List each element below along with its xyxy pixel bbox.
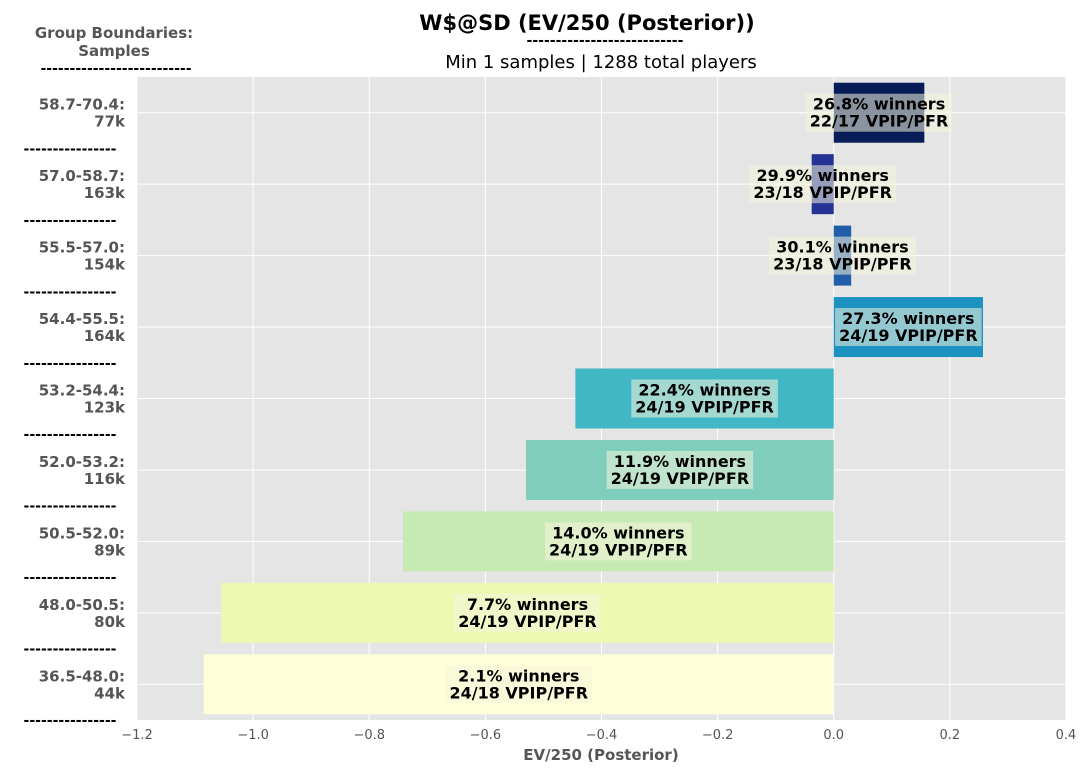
annotation-box xyxy=(835,308,982,347)
bar-vpip-label: 24/19 VPIP/PFR xyxy=(635,398,774,417)
category-range-label: 53.2-54.4: xyxy=(39,382,125,400)
x-tick-label: −0.2 xyxy=(702,728,734,743)
x-tick-label: 0.0 xyxy=(823,728,844,743)
x-tick-label: −1.2 xyxy=(121,728,153,743)
bar-vpip-label: 24/19 VPIP/PFR xyxy=(611,469,750,488)
bar-vpip-label: 24/19 VPIP/PFR xyxy=(549,540,688,559)
annotation-box xyxy=(454,593,601,632)
x-tick-label: −0.8 xyxy=(353,728,385,743)
title-underline: --------------------------- xyxy=(527,33,684,49)
x-tick-label: 0.2 xyxy=(940,728,961,743)
category-separator: ---------------- xyxy=(24,642,117,658)
ylabel-line-1: Group Boundaries: xyxy=(35,24,193,42)
category-range-label: 58.7-70.4: xyxy=(39,96,125,114)
x-tick-label: −0.4 xyxy=(586,728,618,743)
category-range-label: 36.5-48.0: xyxy=(39,667,125,685)
bar-winners-label: 26.8% winners xyxy=(813,95,945,114)
x-tick-label: 0.4 xyxy=(1056,728,1077,743)
bar-winners-label: 14.0% winners xyxy=(552,523,684,542)
category-range-label: 48.0-50.5: xyxy=(39,596,125,614)
bar-winners-label: 29.9% winners xyxy=(757,166,889,185)
bar-winners-label: 30.1% winners xyxy=(776,238,908,257)
x-tick-label: −0.6 xyxy=(470,728,502,743)
annotation-box xyxy=(769,236,916,275)
bar-vpip-label: 22/17 VPIP/PFR xyxy=(810,112,949,131)
ylabel-line-2: Samples xyxy=(78,42,150,60)
bar-winners-label: 22.4% winners xyxy=(638,381,770,400)
category-samples-label: 163k xyxy=(84,184,126,202)
category-separator: ---------------- xyxy=(24,499,117,515)
category-separator: ---------------- xyxy=(24,284,117,300)
category-range-label: 52.0-53.2: xyxy=(39,453,125,471)
category-separator: ---------------- xyxy=(24,213,117,229)
category-samples-label: 80k xyxy=(94,613,126,631)
category-range-label: 54.4-55.5: xyxy=(39,310,125,328)
bar-vpip-label: 23/18 VPIP/PFR xyxy=(753,183,892,202)
category-range-label: 55.5-57.0: xyxy=(39,239,125,257)
bar-winners-label: 27.3% winners xyxy=(842,309,974,328)
x-tick-label: −1.0 xyxy=(237,728,269,743)
category-separator: ---------------- xyxy=(24,427,117,443)
x-axis: −1.2 −1.0 −0.8 −0.6 −0.4 −0.2 0.0 0.2 0.4 xyxy=(121,728,1076,743)
ylabel-underline: -------------------------- xyxy=(40,61,191,77)
category-range-label: 50.5-52.0: xyxy=(39,524,125,542)
annotation-box xyxy=(805,93,953,132)
chart-subtitle: Min 1 samples | 1288 total players xyxy=(445,52,757,73)
x-axis-label: EV/250 (Posterior) xyxy=(523,746,678,764)
category-range-label: 57.0-58.7: xyxy=(39,167,125,185)
category-samples-label: 77k xyxy=(94,113,126,131)
category-samples-label: 154k xyxy=(84,256,126,274)
bar-vpip-label: 23/18 VPIP/PFR xyxy=(773,255,912,274)
category-separator: ---------------- xyxy=(24,713,117,729)
category-separator: ---------------- xyxy=(24,141,117,157)
category-separator: ---------------- xyxy=(24,356,117,372)
category-samples-label: 44k xyxy=(94,684,126,702)
category-samples-label: 164k xyxy=(84,327,126,345)
category-samples-label: 116k xyxy=(84,470,126,488)
bar-winners-label: 11.9% winners xyxy=(614,452,746,471)
annotation-box xyxy=(545,522,692,561)
annotation-box xyxy=(631,379,778,418)
annotation-box xyxy=(445,665,593,704)
bar-winners-label: 2.1% winners xyxy=(458,666,579,685)
bar-vpip-label: 24/18 VPIP/PFR xyxy=(449,683,588,702)
bar-vpip-label: 24/19 VPIP/PFR xyxy=(458,612,597,631)
bar-winners-label: 7.7% winners xyxy=(467,595,588,614)
bar-vpip-label: 24/19 VPIP/PFR xyxy=(839,326,978,345)
annotation-box xyxy=(749,165,896,204)
category-separator: ---------------- xyxy=(24,570,117,586)
category-samples-label: 89k xyxy=(94,541,126,559)
category-samples-label: 123k xyxy=(84,399,126,417)
annotation-box xyxy=(606,450,754,489)
chart-title: W$@SD (EV/250 (Posterior)) xyxy=(419,11,754,35)
y-axis: 58.7-70.4:77k----------------57.0-58.7:1… xyxy=(24,96,126,729)
